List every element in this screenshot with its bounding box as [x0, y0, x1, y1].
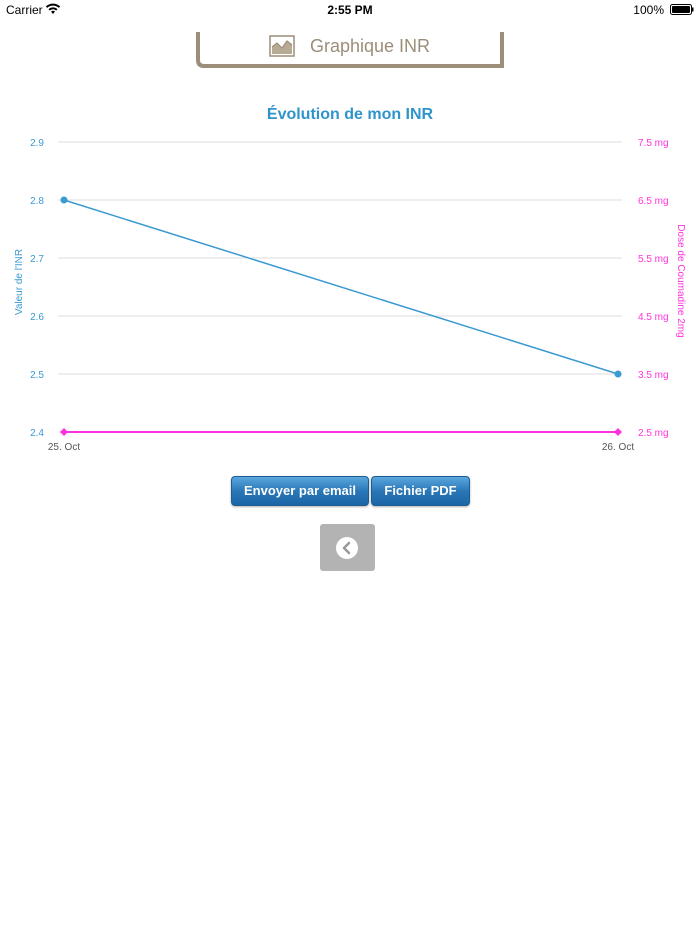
inr-data-point	[60, 196, 68, 204]
battery-icon	[670, 4, 694, 15]
left-tick-label: 2.8	[30, 196, 44, 207]
right-tick-label: 4.5 mg	[638, 312, 669, 323]
right-tick-label: 5.5 mg	[638, 254, 669, 265]
status-bar: Carrier 2:55 PM 100%	[0, 0, 700, 20]
left-tick-label: 2.5	[30, 370, 44, 381]
x-tick-label: 26. Oct	[602, 442, 634, 453]
left-axis-title: Valeur de l'INR	[14, 249, 25, 315]
dose-data-point	[60, 428, 68, 436]
wifi-icon	[45, 3, 61, 14]
header-frame	[196, 32, 504, 68]
carrier-label: Carrier	[6, 3, 43, 17]
pdf-file-button[interactable]: Fichier PDF	[371, 476, 470, 506]
right-tick-label: 6.5 mg	[638, 196, 669, 207]
clock: 2:55 PM	[327, 3, 373, 17]
inr-data-point	[614, 370, 622, 378]
right-tick-label: 3.5 mg	[638, 370, 669, 381]
dose-data-point	[614, 428, 622, 436]
left-tick-label: 2.7	[30, 254, 44, 265]
battery-percent: 100%	[633, 3, 664, 17]
right-tick-label: 2.5 mg	[638, 428, 669, 439]
x-tick-label: 25. Oct	[48, 442, 80, 453]
area-chart-icon	[269, 35, 295, 57]
inr-chart: Évolution de mon INR 2.9 7.5 mg 2.8 6.5 mg 2…	[0, 98, 700, 458]
left-tick-label: 2.4	[30, 428, 44, 439]
right-tick-label: 7.5 mg	[638, 138, 669, 149]
send-email-button[interactable]: Envoyer par email	[231, 476, 369, 506]
back-chevron-icon	[336, 537, 358, 559]
chart-title: Évolution de mon INR	[266, 106, 434, 123]
back-button[interactable]	[320, 524, 375, 571]
right-axis-title: Dose de Coumadine 2mg	[675, 224, 686, 337]
left-tick-label: 2.9	[30, 138, 44, 149]
series-line-inr	[63, 199, 619, 375]
chart-plot: 2.9 7.5 mg 2.8 6.5 mg 2.7 5.5 mg 2.6 4.5 mg 2.5 3…	[14, 138, 686, 453]
left-tick-label: 2.6	[30, 312, 44, 323]
page-title: Graphique INR	[310, 36, 431, 56]
